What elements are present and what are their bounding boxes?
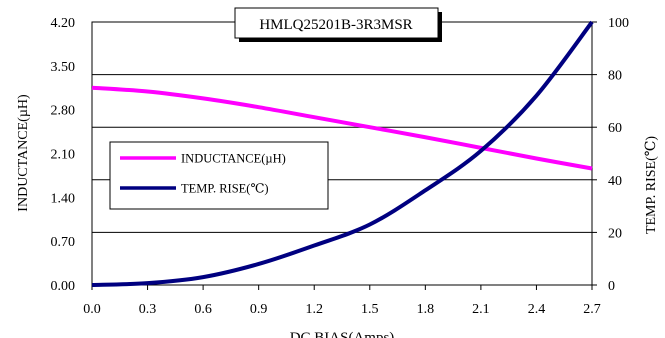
x-tick-label: 2.7 [583,302,601,317]
legend-box [109,141,329,210]
y-left-tick-label: 2.80 [51,104,76,119]
y-left-tick-label: 2.10 [51,148,76,163]
y-left-tick-label: 0.70 [51,235,76,250]
y-right-tick-label: 100 [608,16,629,31]
x-tick-label: 2.1 [472,302,490,317]
y-left-tick-label: 0.00 [51,279,76,294]
y-right-tick-label: 80 [608,69,622,84]
legend-label-temp-rise: TEMP. RISE(℃) [181,182,269,196]
y-right-tick-label: 20 [608,226,622,241]
temp-rise-curve [91,20,594,287]
axis-ticks: 0.00 0.70 1.40 2.10 2.80 3.50 4.20 0 20 40 60 80 100… [51,16,630,317]
x-tick-label: 0.3 [139,302,157,317]
x-tick-label: 1.5 [361,302,379,317]
series-lines [91,20,594,287]
x-tick-label: 1.2 [305,302,323,317]
title-box [234,7,439,39]
y-right-tick-label: 60 [608,121,622,136]
x-tick-label: 0.6 [194,302,212,317]
x-tick-label: 1.8 [417,302,435,317]
y-left-tick-label: 4.20 [51,16,76,31]
y-left-tick-label: 3.50 [51,60,76,75]
legend-label-inductance: INDUCTANCE(µH) [181,152,286,166]
y-axis-label-right: TEMP. RISE(℃) [644,136,659,234]
inductance-curve [91,85,593,171]
y-right-tick-label: 40 [608,174,622,189]
x-axis-label: DC BIAS(Amps) [290,330,395,338]
x-tick-label: 0.9 [250,302,268,317]
x-tick-label: 0.0 [83,302,101,317]
chart-title: HMLQ25201B-3R3MSR [259,17,412,33]
y-axis-label-left: INDUCTANCE(µH) [16,94,31,212]
y-left-tick-label: 1.40 [51,191,76,206]
legend: INDUCTANCE(µH) TEMP. RISE(℃) [109,141,329,210]
y-right-tick-label: 0 [608,279,615,294]
x-tick-label: 2.4 [528,302,546,317]
